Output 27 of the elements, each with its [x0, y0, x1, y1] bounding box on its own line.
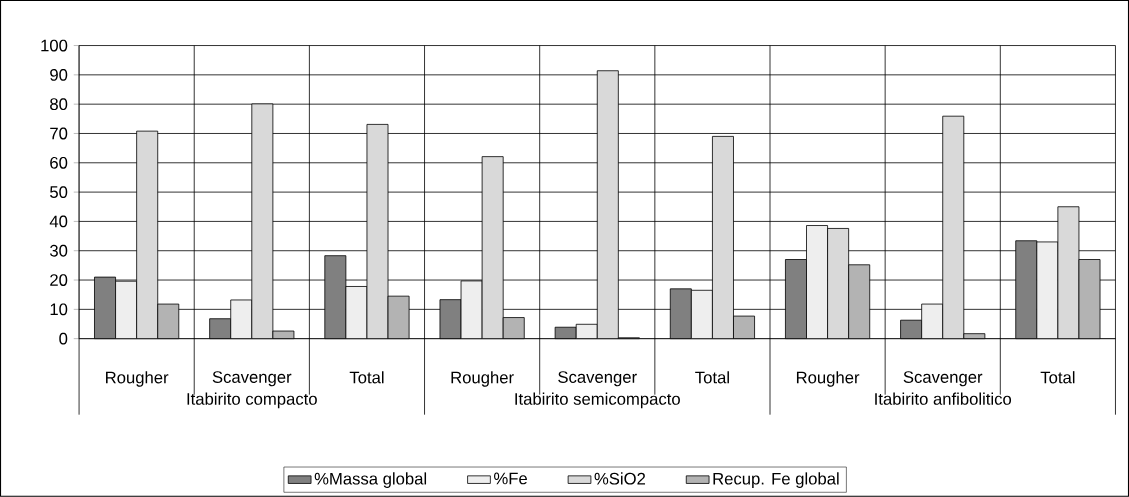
- legend-label: Recup. Fe global: [713, 472, 839, 489]
- y-tick-label: 20: [50, 274, 68, 287]
- x-tick-label: Scavenger: [903, 371, 983, 387]
- y-tick-label: 0: [59, 332, 68, 345]
- text: Itabirito compacto: [187, 392, 317, 409]
- y-tick-label: 80: [50, 98, 68, 111]
- legend-label: %Massa global: [314, 472, 427, 489]
- legend-label: %Fe: [494, 472, 527, 485]
- y-tick-label: 30: [49, 244, 68, 257]
- x-tick-label: Total: [349, 371, 384, 384]
- y-tick-label: 70: [50, 127, 68, 140]
- x-tick-label: Total: [1040, 371, 1075, 384]
- x-tick-label: Scavenger: [558, 371, 637, 387]
- x-tick-label: Scavenger: [212, 371, 292, 387]
- x-tick-label: Rougher: [451, 371, 514, 387]
- y-tick-label: 90: [50, 69, 68, 81]
- y-tick-label: 60: [50, 157, 68, 169]
- x-tick-label: Rougher: [106, 371, 169, 387]
- x-tick-label: Total: [695, 371, 729, 384]
- text: Itabirito semicompacto: [515, 392, 680, 409]
- y-tick-label: 100: [41, 39, 68, 52]
- y-tick-label: 10: [50, 303, 68, 316]
- x-tick-label: Rougher: [796, 371, 860, 387]
- y-tick-label: 50: [50, 186, 68, 199]
- text: Itabirito anfibolitico: [875, 392, 1012, 405]
- y-tick-label: 40: [49, 215, 68, 228]
- legend-label: %SiO2: [594, 472, 646, 485]
